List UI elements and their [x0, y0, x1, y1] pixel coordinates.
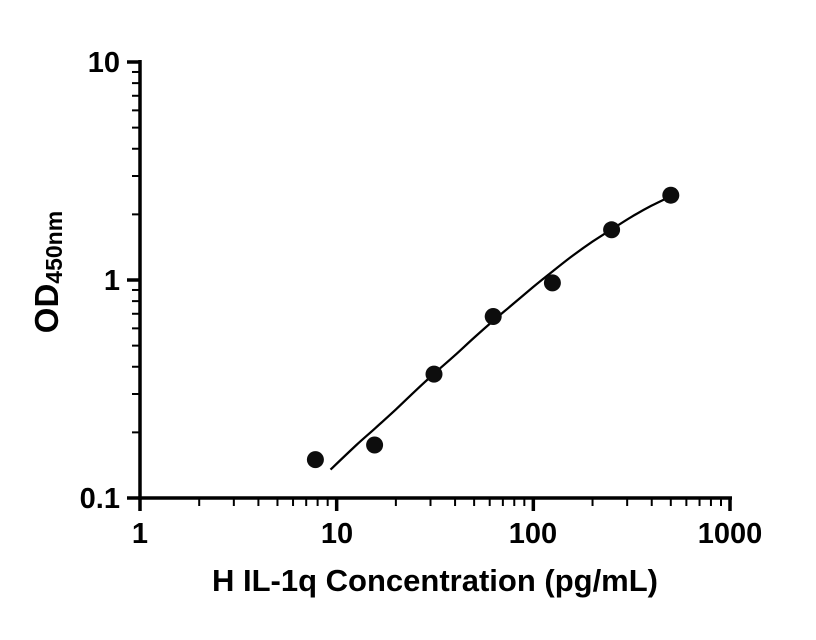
data-point — [484, 308, 502, 325]
y-tick-label: 0.1 — [80, 483, 120, 515]
x-tick-label: 100 — [509, 518, 557, 550]
x-axis-title: H IL-1q Concentration (pg/mL) — [212, 563, 658, 598]
data-point — [543, 274, 561, 292]
y-axis-title-main: OD — [28, 284, 65, 334]
fit-curve — [329, 195, 672, 471]
y-tick-label: 10 — [88, 47, 120, 79]
data-point — [425, 365, 443, 383]
data-point — [306, 451, 324, 469]
x-tick-label: 10 — [321, 518, 353, 550]
y-axis-title: OD450nm — [28, 211, 67, 333]
y-axis-title-sub: 450nm — [41, 211, 67, 284]
x-tick-label: 1 — [132, 518, 148, 550]
data-point — [603, 221, 621, 239]
x-tick-label: 1000 — [698, 518, 763, 550]
data-point — [366, 436, 384, 454]
data-point — [662, 186, 680, 204]
y-tick-label: 1 — [104, 265, 120, 297]
chart-geometry — [127, 60, 732, 511]
